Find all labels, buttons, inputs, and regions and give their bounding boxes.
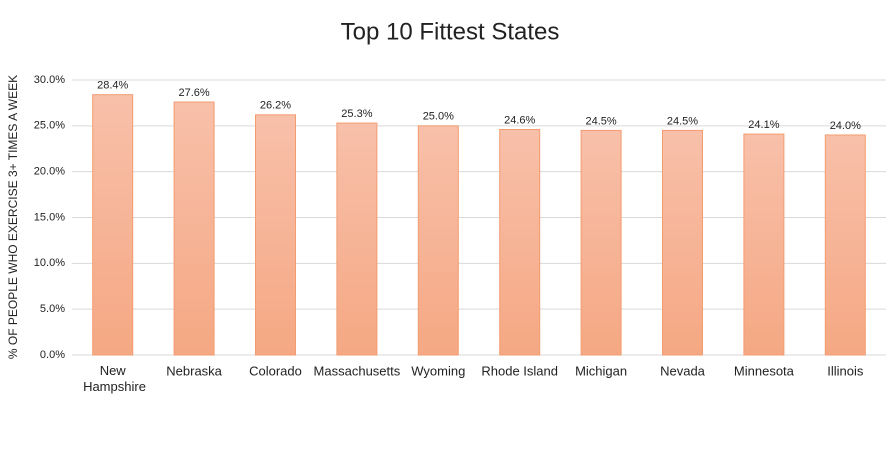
data-label: 24.5% (585, 115, 616, 127)
x-tick-label: Nebraska (166, 363, 222, 378)
bar (662, 129, 703, 356)
data-label: 27.6% (178, 87, 209, 99)
data-label: 24.0% (830, 120, 861, 132)
data-label: 28.4% (97, 80, 128, 92)
y-tick-label: 0.0% (40, 349, 65, 361)
data-label: 24.1% (748, 119, 779, 131)
y-tick-label: 25.0% (34, 120, 65, 132)
bar (499, 129, 541, 356)
x-tick-label: Colorado (249, 363, 302, 378)
data-label: 26.2% (260, 100, 291, 112)
data-label: 25.0% (423, 111, 454, 123)
bar (580, 129, 622, 356)
bar (743, 133, 785, 356)
y-tick-label: 20.0% (34, 166, 65, 178)
x-tick-label: Massachusetts (314, 363, 401, 378)
bar (255, 114, 296, 356)
data-label: 24.5% (667, 115, 698, 127)
x-tick-label: New Hampshire (79, 363, 145, 394)
bar (824, 134, 866, 356)
y-tick-label: 15.0% (34, 211, 65, 223)
x-tick-label: Wyoming (411, 363, 465, 378)
x-tick-label: Michigan (575, 363, 627, 378)
x-tick-label: Illinois (827, 363, 864, 378)
data-label: 24.6% (504, 114, 535, 126)
x-tick-label: Rhode Island (481, 363, 558, 378)
y-tick-label: 30.0% (34, 74, 65, 86)
x-tick-label: Minnesota (734, 363, 795, 378)
y-axis-label: % OF PEOPLE WHO EXERCISE 3+ TIMES A WEEK (6, 75, 20, 359)
bar (92, 94, 134, 356)
chart-title: Top 10 Fittest States (341, 18, 560, 45)
x-tick-label: Nevada (660, 363, 706, 378)
bar (336, 122, 378, 356)
y-tick-label: 10.0% (34, 257, 65, 269)
y-tick-label: 5.0% (40, 303, 65, 315)
bar (417, 125, 459, 356)
bar (173, 101, 215, 356)
data-label: 25.3% (341, 108, 372, 120)
